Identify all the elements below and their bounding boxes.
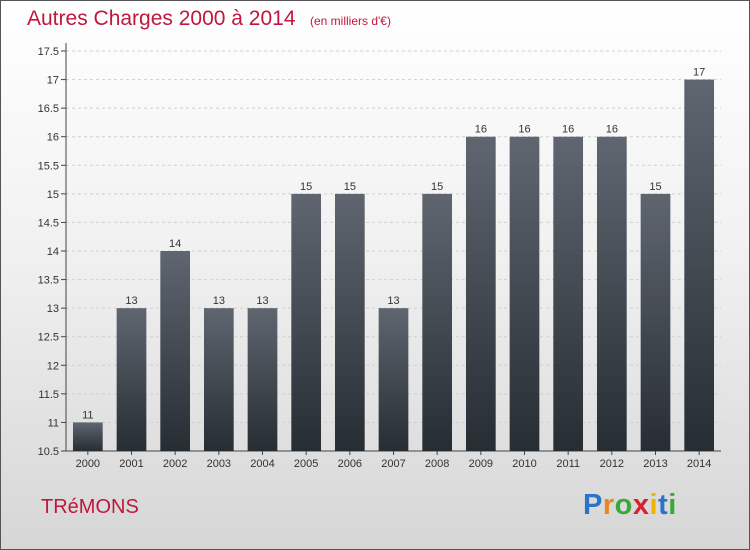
bar [684,79,715,452]
bar [160,251,191,451]
bar [291,193,322,451]
bar [247,308,278,451]
logo-letter: i [668,489,677,521]
y-tick-label: 14.5 [38,217,59,229]
bar [465,136,496,451]
x-tick-label: 2002 [163,458,187,470]
bar-value-label: 15 [344,181,356,193]
x-tick-label: 2001 [119,458,143,470]
x-tick-label: 2006 [338,458,362,470]
logo-letter: x [632,489,650,521]
title-row: Autres Charges 2000 à 2014 (en milliers … [27,7,391,31]
y-tick-label: 11.5 [38,389,59,401]
x-tick-label: 2004 [250,458,274,470]
chart-title: Autres Charges 2000 à 2014 [27,7,296,30]
x-tick-label: 2010 [512,458,536,470]
logo-letter: t [658,489,669,521]
y-tick-label: 15.5 [38,160,59,172]
x-tick-label: 2009 [469,458,493,470]
bar [640,193,671,451]
y-tick-label: 10.5 [38,446,59,458]
bar-value-label: 13 [387,295,399,307]
logo-letter: r [602,489,615,521]
bar [334,193,365,451]
bar [509,136,540,451]
y-tick-label: 15 [47,189,59,201]
bar [553,136,584,451]
bar-value-label: 13 [256,295,268,307]
x-tick-label: 2007 [381,458,405,470]
bar [596,136,627,451]
logo-letter: i [649,489,659,521]
x-tick-label: 2000 [76,458,100,470]
proxiti-logo: Proxiti [583,489,677,522]
y-tick-label: 16.5 [38,103,59,115]
x-tick-label: 2011 [556,458,580,470]
y-tick-label: 16 [47,132,59,144]
bar [203,308,234,451]
x-tick-label: 2005 [294,458,318,470]
x-tick-label: 2008 [425,458,449,470]
bar-value-label: 16 [606,124,618,136]
bar-value-label: 15 [300,181,312,193]
x-tick-label: 2012 [600,458,624,470]
y-tick-label: 17 [47,75,59,87]
bar-value-label: 16 [562,124,574,136]
y-tick-label: 13 [47,303,59,315]
x-tick-label: 2003 [207,458,231,470]
bar [116,308,147,451]
x-tick-label: 2014 [687,458,711,470]
logo-letter: o [614,489,633,521]
bar-value-label: 16 [475,124,487,136]
logo-letter: P [583,489,603,521]
y-tick-label: 11 [48,417,59,429]
x-tick-label: 2013 [643,458,667,470]
y-tick-label: 12.5 [38,332,59,344]
y-tick-label: 14 [47,246,59,258]
bar [72,422,103,451]
bar [422,193,453,451]
chart-subtitle: (en milliers d'€) [309,14,391,28]
bar-value-label: 11 [82,409,93,421]
bar-value-label: 13 [125,295,137,307]
bar-value-label: 15 [649,181,661,193]
y-tick-label: 17.5 [38,46,59,58]
bar-value-label: 16 [518,124,530,136]
bar-value-label: 17 [693,67,705,79]
commune-name: TRéMONS [41,496,139,518]
bar [378,308,409,451]
bar-value-label: 13 [213,295,225,307]
bar-value-label: 14 [169,238,181,250]
y-tick-label: 13.5 [38,275,59,287]
y-tick-label: 12 [47,360,59,372]
bar-value-label: 15 [431,181,443,193]
